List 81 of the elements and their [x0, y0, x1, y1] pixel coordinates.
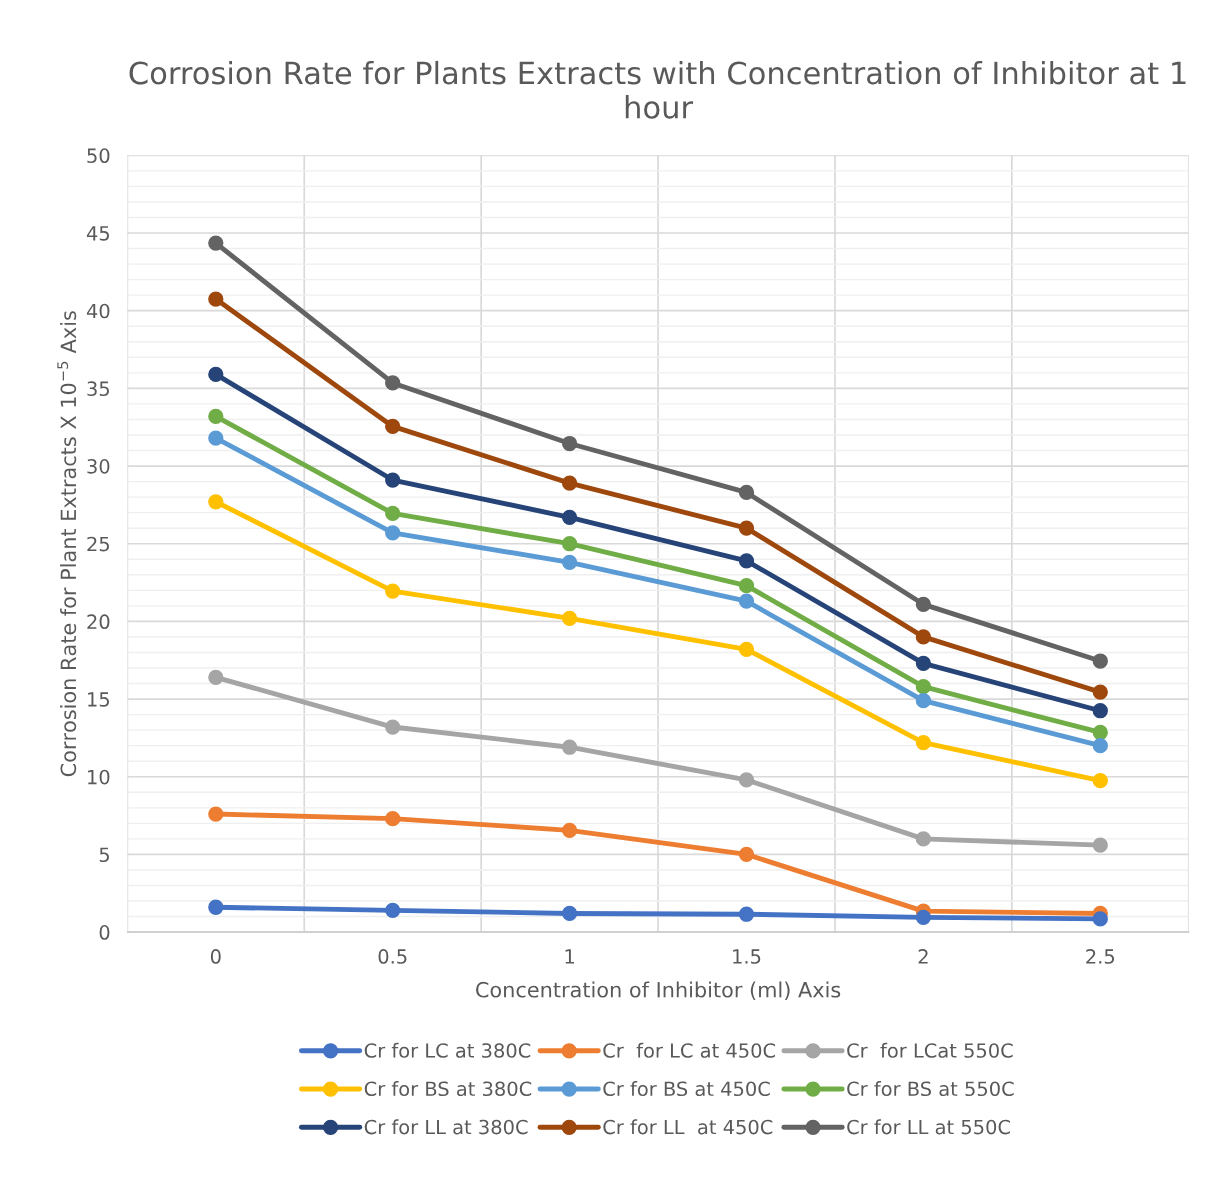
- point: [208, 366, 224, 383]
- point: [738, 846, 755, 863]
- point: [385, 418, 401, 435]
- point: [385, 719, 401, 735]
- point: [561, 739, 578, 755]
- point: [738, 553, 755, 569]
- legend-label: Cr for LC at 380C: [364, 1042, 531, 1058]
- point: [1092, 724, 1108, 741]
- point: [738, 484, 755, 501]
- point: [561, 610, 578, 626]
- legend-label: Cr for LL at 550C: [847, 1119, 1010, 1135]
- point: [738, 906, 755, 922]
- point: [208, 806, 224, 822]
- point: [385, 902, 401, 918]
- point: [385, 472, 401, 488]
- point: [915, 909, 932, 925]
- point: [915, 692, 932, 709]
- y-tick-label: 10: [88, 769, 110, 785]
- point: [1092, 738, 1108, 754]
- y-tick-label: 15: [88, 692, 109, 707]
- point: [1092, 653, 1108, 669]
- chart-title: Corrosion Rate for Plants Extracts with Concentration of Inhibitor at 1 hour: [129, 60, 1186, 119]
- y-tick-label: 40: [86, 303, 110, 319]
- point: [738, 593, 755, 609]
- point: [208, 899, 224, 915]
- x-tick-label: 0.5: [378, 949, 407, 964]
- point: [915, 655, 932, 671]
- legend-label: Cr for BS at 450C: [603, 1081, 770, 1097]
- y-tick-label: 25: [87, 536, 109, 552]
- point: [561, 435, 578, 452]
- point: [385, 375, 401, 391]
- point: [1092, 837, 1108, 853]
- point: [1092, 772, 1108, 789]
- point: [208, 430, 224, 446]
- x-tick-label: 2.5: [1086, 949, 1115, 964]
- x-tick-label: 0: [210, 949, 221, 964]
- y-tick-label: 30: [87, 459, 110, 474]
- point: [1092, 684, 1108, 700]
- point: [915, 734, 932, 751]
- point: [561, 905, 578, 922]
- legend-label: Cr for BS at 550C: [847, 1081, 1014, 1097]
- y-tick-label: 0: [99, 925, 110, 940]
- x-tick-label: 2: [918, 949, 928, 964]
- point: [561, 536, 578, 552]
- point: [385, 505, 401, 522]
- point: [1092, 911, 1108, 927]
- point: [915, 596, 932, 612]
- point: [561, 509, 578, 525]
- point: [738, 641, 755, 658]
- point: [738, 772, 755, 788]
- x-axis-title: Concentration of Inhibitor (ml) Axis: [476, 981, 841, 1001]
- y-tick-label: 50: [87, 148, 110, 164]
- y-axis-title: Corrosion Rate for Plant Extracts X 10$^{−5}$ Axis: [57, 311, 77, 777]
- point: [208, 291, 224, 307]
- legend-label: Cr for LL at 380C: [364, 1119, 528, 1135]
- point: [915, 629, 932, 645]
- y-tick-label: 20: [87, 614, 110, 630]
- point: [208, 494, 224, 510]
- point: [915, 679, 932, 695]
- x-tick-label: 1: [565, 949, 574, 964]
- point: [385, 811, 401, 827]
- point: [561, 554, 578, 571]
- legend-label: Cr for LL at 450C: [603, 1119, 773, 1135]
- point: [738, 520, 755, 536]
- point: [208, 408, 224, 424]
- point: [208, 669, 224, 685]
- y-tick-label: 35: [87, 381, 109, 397]
- point: [738, 578, 755, 594]
- point: [561, 822, 578, 838]
- legend-label: Cr for BS at 380C: [364, 1081, 532, 1097]
- point: [385, 525, 401, 541]
- point: [1092, 703, 1108, 719]
- point: [915, 831, 932, 847]
- point: [561, 475, 578, 491]
- point: [208, 235, 224, 251]
- y-tick-label: 45: [86, 226, 109, 241]
- legend-label: Cr for LCat 550C: [847, 1042, 1013, 1058]
- legend-label: Cr for LC at 450C: [603, 1042, 776, 1058]
- point: [385, 583, 401, 599]
- y-tick-label: 5: [99, 847, 109, 863]
- x-tick-label: 1.5: [733, 949, 761, 964]
